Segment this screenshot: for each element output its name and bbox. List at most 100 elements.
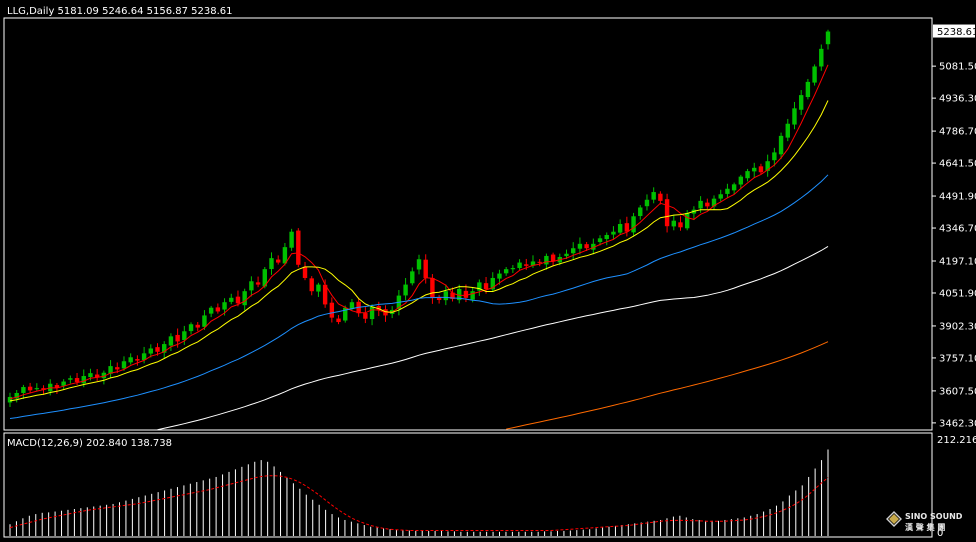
candle — [168, 333, 174, 352]
macd-pane[interactable]: 212.216 0 — [3, 432, 976, 539]
y-tick-label: 3607.50 — [939, 386, 976, 397]
candle — [188, 322, 194, 335]
candle — [792, 101, 797, 130]
candle — [369, 304, 375, 326]
candle — [61, 379, 66, 390]
candle — [94, 369, 100, 382]
candle — [664, 193, 670, 233]
candle — [269, 252, 274, 275]
candle — [68, 375, 73, 384]
candle — [108, 360, 113, 378]
candle — [725, 183, 730, 199]
candle — [101, 370, 107, 385]
candle — [121, 356, 127, 371]
candle — [564, 249, 569, 260]
candle — [752, 162, 757, 178]
candle — [135, 355, 140, 366]
candle — [162, 341, 167, 359]
candle — [215, 303, 221, 314]
candle — [457, 284, 462, 304]
main-header: LLG,Daily 5181.09 5246.64 5156.87 5238.6… — [7, 6, 233, 17]
candle — [289, 228, 294, 251]
candle — [208, 305, 214, 318]
candle — [255, 276, 261, 288]
candle — [718, 189, 723, 202]
y-tick-label: 4786.70 — [939, 127, 976, 138]
candle — [490, 272, 495, 293]
candle — [805, 78, 811, 100]
candle — [644, 194, 650, 211]
last-price-label: 5238.61 — [937, 27, 976, 38]
candle — [604, 232, 609, 246]
candle — [148, 344, 154, 358]
candle — [34, 383, 40, 392]
ma-line-ma120 — [506, 341, 829, 430]
candle — [329, 297, 335, 323]
candle — [343, 305, 348, 323]
candle — [483, 276, 489, 294]
candle — [14, 390, 19, 403]
candle — [658, 191, 663, 205]
candle — [584, 241, 589, 252]
candle — [503, 266, 509, 276]
candle — [336, 315, 341, 325]
candle — [309, 276, 314, 296]
candle — [631, 212, 636, 237]
y-tick-label: 4641.50 — [939, 159, 976, 170]
candle — [423, 254, 428, 284]
candle — [819, 44, 824, 71]
y-tick-label: 4936.30 — [939, 94, 976, 105]
y-tick-label: 3902.30 — [939, 321, 976, 332]
candle — [477, 279, 482, 296]
candle — [302, 261, 308, 281]
candle — [436, 294, 442, 304]
ma-line-ma5 — [9, 64, 829, 400]
candle — [711, 195, 717, 210]
candle — [785, 118, 790, 142]
candle — [778, 132, 784, 160]
candle — [798, 90, 804, 115]
candle — [363, 306, 368, 324]
candle — [825, 29, 831, 50]
candle — [229, 293, 234, 305]
candle — [416, 254, 422, 275]
y-tick-label: 3757.10 — [939, 353, 976, 364]
candle — [597, 235, 603, 246]
candle — [443, 284, 449, 306]
candle — [577, 237, 583, 255]
macd-tick-top: 212.216 — [937, 435, 976, 446]
y-tick-label: 5081.50 — [939, 62, 976, 73]
candle — [758, 163, 764, 175]
candle — [745, 168, 750, 182]
candle — [624, 216, 630, 237]
candle — [705, 198, 710, 209]
candle — [128, 353, 133, 365]
candle — [155, 343, 160, 356]
macd-signal-line — [9, 475, 829, 531]
candle — [537, 258, 542, 267]
y-tick-label: 4346.70 — [939, 224, 976, 235]
candle — [27, 382, 33, 394]
candle — [571, 242, 576, 260]
candle — [410, 267, 415, 286]
candle — [497, 269, 502, 285]
candle — [617, 219, 623, 235]
candle — [591, 238, 596, 255]
candle — [202, 310, 207, 330]
candle — [765, 154, 770, 177]
main-pane[interactable]: 5081.50 4936.30 4786.70 4641.50 4491.90 4346.… — [3, 17, 976, 431]
candle — [235, 290, 241, 307]
candle — [638, 205, 643, 220]
candle — [182, 325, 187, 345]
candle — [282, 243, 288, 266]
candle — [316, 282, 321, 297]
candle — [671, 214, 676, 231]
candle — [7, 392, 13, 407]
candle — [249, 276, 254, 297]
watermark-sub: 漢 聲 集 團 — [905, 522, 945, 532]
watermark-brand: SINO SOUND — [905, 512, 963, 521]
ma-line-ma60 — [157, 245, 829, 431]
y-tick-label: 4051.90 — [939, 288, 976, 299]
candle — [21, 384, 26, 399]
candle — [242, 288, 247, 311]
